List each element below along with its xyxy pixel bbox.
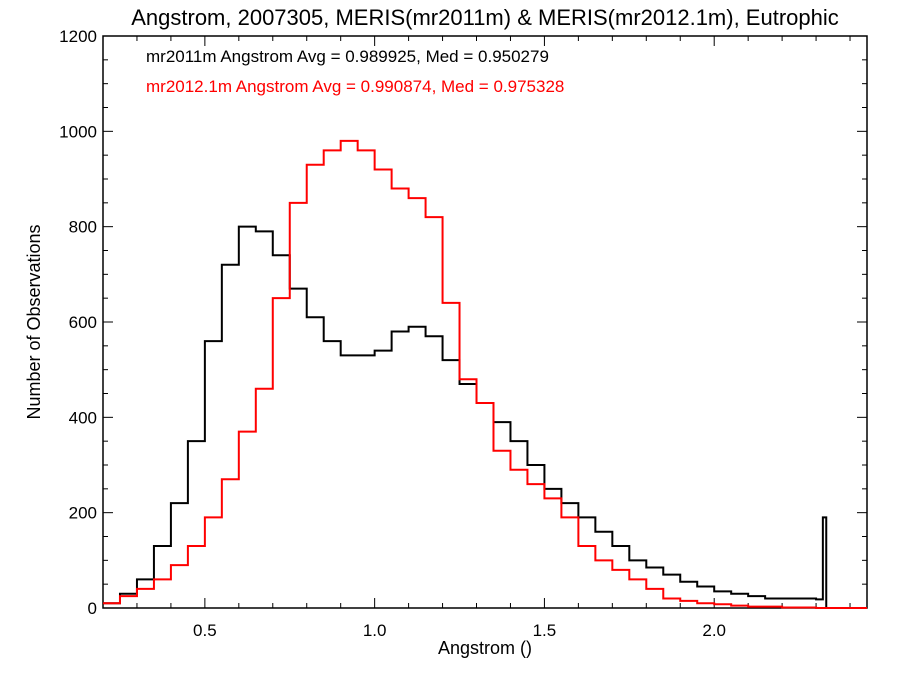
x-tick-label: 2.0 (702, 621, 726, 640)
y-tick-label: 0 (88, 599, 97, 618)
annotation-series-1: mr2011m Angstrom Avg = 0.989925, Med = 0… (146, 47, 549, 66)
x-tick-label: 0.5 (193, 621, 217, 640)
x-tick-label: 1.5 (533, 621, 557, 640)
annotation-series-2: mr2012.1m Angstrom Avg = 0.990874, Med =… (146, 77, 564, 96)
y-tick-label: 400 (69, 408, 97, 427)
plot-frame (102, 35, 868, 609)
y-axis: 0 200 400 600 800 1000 1200 (59, 27, 867, 618)
y-tick-label: 1200 (59, 27, 97, 46)
y-tick-label: 200 (69, 504, 97, 523)
x-axis: 0.5 1.0 1.5 2.0 (136, 36, 851, 640)
series-group (103, 139, 867, 609)
series-line-1 (103, 225, 867, 609)
series-line-2 (103, 139, 867, 609)
x-axis-label: Angstrom () (438, 638, 532, 658)
chart-title: Angstrom, 2007305, MERIS(mr2011m) & MERI… (131, 5, 839, 30)
y-axis-label: Number of Observations (24, 224, 44, 419)
x-tick-label: 1.0 (363, 621, 387, 640)
y-tick-label: 1000 (59, 122, 97, 141)
y-tick-label: 600 (69, 313, 97, 332)
y-tick-label: 800 (69, 218, 97, 237)
